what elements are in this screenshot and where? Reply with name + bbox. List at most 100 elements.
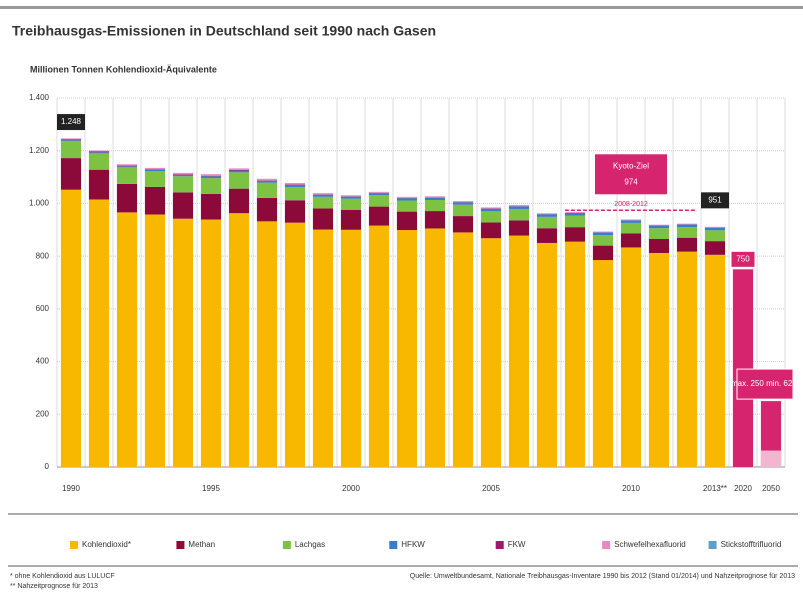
- bar-segment: [481, 209, 501, 212]
- legend-swatch: [283, 541, 291, 549]
- bar-segment: [425, 196, 445, 197]
- bar-segment: [173, 173, 193, 175]
- y-tick-label: 0: [45, 462, 50, 471]
- bar-segment: [537, 228, 557, 243]
- bar-segment: [593, 246, 613, 260]
- chart-title: Treibhausgas-Emissionen in Deutschland s…: [12, 23, 436, 39]
- bar-segment: [201, 174, 221, 176]
- bar-segment: [61, 140, 81, 141]
- bar-segment: [397, 197, 417, 198]
- y-tick-label: 600: [36, 304, 50, 313]
- bar-segment: [649, 226, 669, 229]
- y-tick-label: 800: [36, 251, 50, 260]
- bar-segment: [425, 198, 445, 200]
- bar-segment: [313, 208, 333, 229]
- x-tick-label: 2005: [482, 484, 500, 493]
- bar-segment: [341, 197, 361, 199]
- bar-segment: [173, 175, 193, 176]
- bar-segment: [341, 195, 361, 196]
- legend-label: FKW: [508, 540, 526, 549]
- bar-segment: [621, 233, 641, 247]
- target-min: [761, 451, 781, 467]
- bar-segment: [369, 193, 389, 195]
- bar-segment: [509, 205, 529, 206]
- legend-swatch: [176, 541, 184, 549]
- bar-segment: [649, 225, 669, 226]
- legend-label: Schwefelhexafluorid: [614, 540, 686, 549]
- bar-segment: [565, 242, 585, 467]
- bar-segment: [677, 252, 697, 467]
- bar-segment: [677, 238, 697, 252]
- bar-segment: [509, 236, 529, 467]
- bar-segment: [117, 164, 137, 165]
- bar-segment: [229, 213, 249, 467]
- bar-segment: [481, 207, 501, 208]
- bar-segment: [313, 197, 333, 209]
- bar-segment: [649, 239, 669, 253]
- bar-segment: [621, 220, 641, 223]
- bar-segment: [453, 202, 473, 204]
- bar-segment: [341, 210, 361, 230]
- bar-segment: [397, 230, 417, 467]
- bar-segment: [341, 199, 361, 210]
- bar-segment: [509, 220, 529, 235]
- bar-segment: [257, 183, 277, 198]
- target-label: max. 250 min. 62,5: [731, 379, 800, 388]
- bar-segment: [145, 169, 165, 170]
- bar-segment: [705, 230, 725, 241]
- bar-segment: [453, 201, 473, 202]
- bar-segment: [117, 167, 137, 184]
- bar-segment: [509, 206, 529, 209]
- bar-segment: [173, 174, 193, 175]
- foot-rule: [8, 565, 798, 567]
- bar-segment: [61, 141, 81, 158]
- y-tick-label: 200: [36, 409, 50, 418]
- x-tick-label: 2050: [762, 484, 780, 493]
- x-tick-label: 2013**: [703, 484, 727, 493]
- bar-segment: [173, 192, 193, 218]
- x-tick-label: 2020: [734, 484, 752, 493]
- bar-segment: [481, 238, 501, 467]
- legend-label: Kohlendioxid*: [82, 540, 131, 549]
- bar-segment: [397, 201, 417, 212]
- bar-segment: [61, 138, 81, 139]
- x-tick-label: 2010: [622, 484, 640, 493]
- bar-segment: [89, 170, 109, 200]
- bar-segment: [61, 158, 81, 190]
- bar-segment: [453, 205, 473, 216]
- bar-segment: [453, 232, 473, 467]
- bar-segment: [145, 214, 165, 467]
- bar-segment: [173, 176, 193, 192]
- source: Quelle: Umweltbundesamt, Nationale Treib…: [410, 573, 795, 580]
- bar-segment: [565, 227, 585, 241]
- bar-segment: [537, 243, 557, 467]
- bar-segment: [593, 235, 613, 246]
- bar-segment: [117, 212, 137, 467]
- bar-segment: [117, 184, 137, 212]
- bar-segment: [677, 225, 697, 228]
- bar-segment: [257, 221, 277, 467]
- bar-segment: [369, 226, 389, 467]
- bar-segment: [117, 166, 137, 167]
- bar-segment: [369, 207, 389, 226]
- bar-segment: [201, 176, 221, 178]
- y-tick-label: 1.000: [29, 199, 50, 208]
- bar-segment: [481, 211, 501, 222]
- bar-segment: [61, 139, 81, 140]
- bar-segment: [285, 187, 305, 200]
- bar-segment: [425, 211, 445, 228]
- bar-segment: [621, 223, 641, 234]
- footnote: ** Nahzeitprognose für 2013: [10, 583, 98, 590]
- bar-segment: [565, 216, 585, 228]
- bar-segment: [397, 198, 417, 200]
- bar-segment: [537, 213, 557, 214]
- bar-segment: [145, 187, 165, 215]
- bar-segment: [341, 230, 361, 467]
- bar-segment: [117, 166, 137, 167]
- bar-segment: [565, 212, 585, 213]
- legend-swatch: [389, 541, 397, 549]
- bar-segment: [593, 232, 613, 235]
- target-bar: [733, 269, 753, 467]
- legend-label: HFKW: [401, 540, 425, 549]
